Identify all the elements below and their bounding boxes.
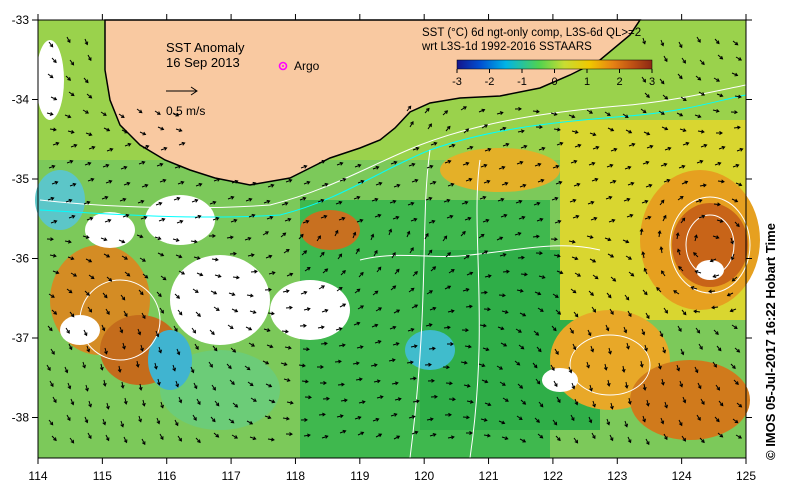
argo-label: Argo xyxy=(294,59,320,73)
colorbar xyxy=(456,59,653,70)
colorbar-title-line1: SST (°C) 6d ngt-only comp, L3S-6d QL>=2 xyxy=(422,27,641,39)
scale-arrow-icon xyxy=(166,86,198,96)
colorbar-tick-label: 0 xyxy=(551,76,557,88)
colorbar-ticks: -3 -2 -1 0 1 2 3 xyxy=(452,69,655,88)
colorbar-tick-label: -3 xyxy=(452,76,462,88)
colorbar-tick-label: 3 xyxy=(649,76,655,88)
y-tick-label: -35 xyxy=(12,172,30,186)
x-tick-label: 118 xyxy=(286,469,305,483)
argo-marker xyxy=(278,61,288,71)
map-title: SST Anomaly xyxy=(166,40,245,55)
plot-border xyxy=(37,19,747,459)
x-tick-label: 123 xyxy=(607,469,627,483)
x-tick-label: 122 xyxy=(543,469,563,483)
x-axis: 114 115 116 117 118 119 120 121 122 123 124 125 xyxy=(28,14,756,483)
colorbar-tick-label: 1 xyxy=(584,76,590,88)
x-tick-label: 119 xyxy=(350,469,369,483)
y-axis: -33-34-35-36-37-38 xyxy=(12,13,752,425)
y-tick-label: -37 xyxy=(12,331,30,345)
velocity-arrows xyxy=(46,36,744,446)
x-tick-label: 114 xyxy=(28,469,47,483)
scale-arrow-label: 0.5 m/s xyxy=(166,104,205,118)
x-tick-label: 115 xyxy=(93,469,112,483)
y-tick-label: -38 xyxy=(12,411,30,425)
x-tick-label: 117 xyxy=(222,469,241,483)
y-tick-label: -36 xyxy=(12,252,30,266)
y-tick-label: -33 xyxy=(12,13,30,27)
x-tick-label: 120 xyxy=(414,469,434,483)
x-tick-label: 116 xyxy=(157,469,176,483)
colorbar-tick-label: -1 xyxy=(517,76,527,88)
credit-text: © IMOS 05-Jul-2017 16:22 Hobart Time xyxy=(763,223,778,460)
colorbar-tick-label: -2 xyxy=(485,76,495,88)
colorbar-title-line2: wrt L3S-1d 1992-2016 SSTAARS xyxy=(421,41,592,53)
x-tick-label: 124 xyxy=(672,469,692,483)
colorbar-tick-label: 2 xyxy=(616,76,622,88)
x-tick-label: 121 xyxy=(479,469,499,483)
y-tick-label: -34 xyxy=(12,93,30,107)
x-tick-label: 125 xyxy=(736,469,756,483)
map-date: 16 Sep 2013 xyxy=(166,55,240,70)
